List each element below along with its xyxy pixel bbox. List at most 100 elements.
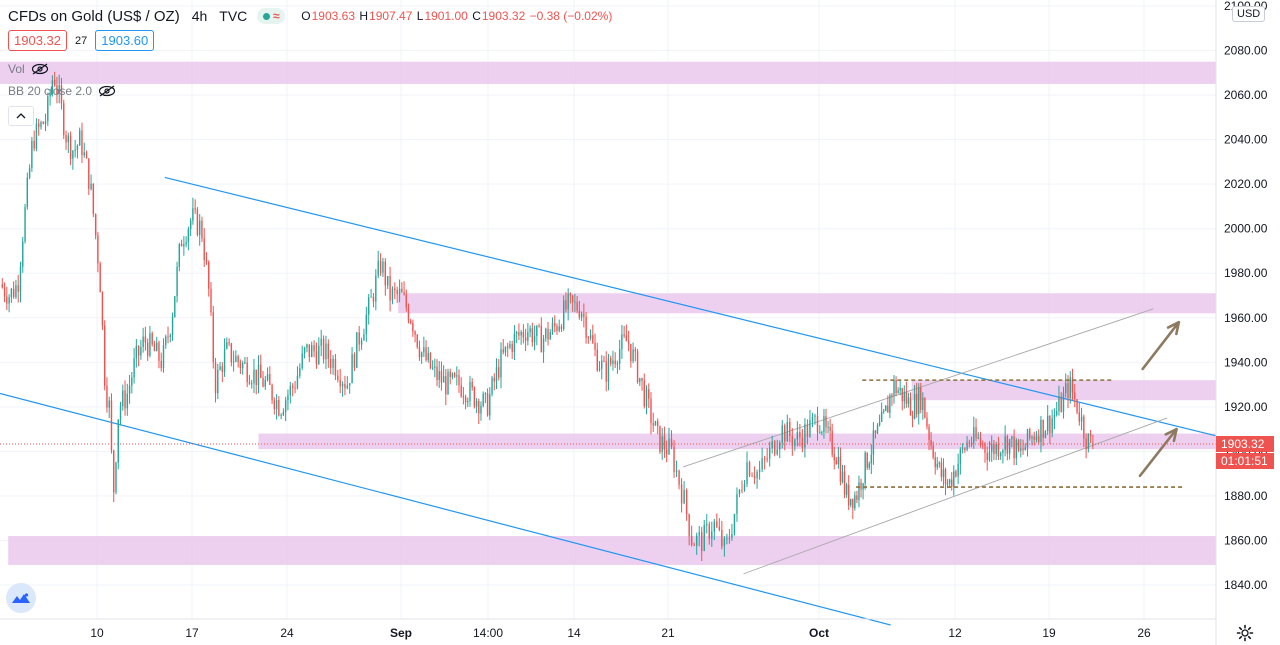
candle-body bbox=[545, 328, 547, 339]
collapse-legend-button[interactable] bbox=[8, 106, 34, 126]
candle-body bbox=[429, 352, 432, 368]
candle-body bbox=[442, 376, 445, 383]
candle-body bbox=[693, 544, 695, 546]
candle-body bbox=[502, 349, 504, 353]
candle-body bbox=[799, 431, 801, 438]
interval-label[interactable]: 4h bbox=[191, 8, 208, 24]
candle-body bbox=[618, 348, 621, 364]
candle-body bbox=[970, 443, 973, 445]
candle-body bbox=[968, 442, 971, 444]
candle-body bbox=[306, 344, 308, 348]
candle-body bbox=[897, 390, 899, 393]
candle-body bbox=[103, 325, 106, 386]
candle-body bbox=[303, 347, 306, 354]
candle-body bbox=[63, 103, 65, 136]
candle-body bbox=[511, 344, 513, 352]
candle-body bbox=[251, 383, 253, 385]
bollinger-indicator-legend[interactable]: BB 20 close 2.0 bbox=[8, 84, 116, 98]
hidden-eye-icon[interactable] bbox=[98, 85, 116, 97]
candle-body bbox=[140, 347, 142, 356]
candle-body bbox=[536, 325, 538, 337]
candle-body bbox=[353, 354, 356, 368]
candle-body bbox=[1, 284, 3, 288]
candle-body bbox=[1080, 416, 1083, 422]
time-tick-label: 19 bbox=[1042, 626, 1056, 640]
candle-body bbox=[351, 354, 353, 384]
price-tick-label: 1840.00 bbox=[1224, 578, 1268, 592]
candle-body bbox=[713, 521, 716, 532]
candle-body bbox=[743, 483, 746, 491]
candle-body bbox=[262, 377, 264, 387]
candle-body bbox=[38, 123, 40, 128]
candle-body bbox=[801, 437, 804, 448]
candle-body bbox=[889, 395, 891, 413]
candle-body bbox=[990, 444, 993, 453]
candle-body bbox=[122, 390, 124, 406]
time-tick-label: 14:00 bbox=[473, 626, 503, 640]
candle-body bbox=[558, 326, 560, 331]
candle-body bbox=[648, 389, 650, 399]
price-zone bbox=[398, 293, 1216, 314]
currency-badge[interactable]: USD bbox=[1232, 6, 1266, 22]
candle-body bbox=[758, 469, 761, 472]
price-tick-label: 1940.00 bbox=[1224, 355, 1268, 369]
candle-body bbox=[641, 377, 643, 381]
candle-body bbox=[746, 462, 748, 484]
time-tick-label: 21 bbox=[661, 626, 675, 640]
candle-body bbox=[789, 422, 791, 436]
change-value: −0.38 (−0.02%) bbox=[529, 9, 613, 23]
candle-body bbox=[866, 452, 868, 468]
candle-body bbox=[275, 400, 278, 410]
candle-body bbox=[542, 338, 545, 353]
candle-body bbox=[589, 335, 592, 339]
candle-body bbox=[1015, 439, 1018, 459]
candle-body bbox=[119, 405, 122, 420]
candle-body bbox=[950, 479, 953, 487]
candle-body bbox=[44, 121, 47, 124]
candle-body bbox=[176, 266, 178, 297]
candle-body bbox=[856, 495, 858, 500]
candle-body bbox=[1042, 419, 1044, 438]
candle-body bbox=[663, 436, 666, 450]
candle-body bbox=[571, 295, 574, 302]
candle-body bbox=[22, 241, 24, 267]
settings-gear-icon[interactable] bbox=[1236, 624, 1254, 642]
candle-body bbox=[1006, 436, 1009, 454]
candle-body bbox=[53, 80, 56, 86]
candle-body bbox=[607, 358, 610, 382]
candle-body bbox=[718, 526, 721, 530]
candle-body bbox=[203, 238, 205, 261]
candle-body bbox=[993, 444, 995, 455]
candle-body bbox=[377, 260, 379, 276]
candle-body bbox=[135, 346, 138, 359]
candle-body bbox=[621, 334, 623, 349]
candle-body bbox=[462, 396, 465, 398]
candle-body bbox=[982, 443, 984, 445]
candle-body bbox=[403, 292, 405, 295]
candle-body bbox=[920, 387, 922, 410]
candle-body bbox=[398, 288, 401, 294]
candle-body bbox=[301, 353, 303, 368]
candle-body bbox=[33, 140, 35, 149]
buy-price-button[interactable]: 1903.60 bbox=[95, 30, 155, 51]
tradingview-logo-icon[interactable] bbox=[6, 583, 36, 613]
candle-body bbox=[518, 332, 520, 336]
candle-body bbox=[367, 297, 370, 315]
candle-body bbox=[858, 482, 860, 500]
candle-body bbox=[731, 533, 733, 539]
volume-indicator-legend[interactable]: Vol bbox=[8, 62, 49, 76]
candle-body bbox=[678, 470, 680, 485]
candle-body bbox=[334, 358, 337, 376]
market-status-icon[interactable]: ≈ bbox=[257, 8, 286, 24]
candle-body bbox=[69, 135, 72, 159]
candle-body bbox=[675, 470, 678, 472]
hidden-eye-icon[interactable] bbox=[31, 63, 49, 75]
candle-body bbox=[255, 369, 257, 385]
candle-body bbox=[495, 367, 498, 382]
symbol-title[interactable]: CFDs on Gold (US$ / OZ) bbox=[8, 7, 180, 25]
candle-body bbox=[294, 387, 296, 389]
candle-body bbox=[771, 441, 773, 448]
sell-price-button[interactable]: 1903.32 bbox=[8, 30, 67, 51]
candle-body bbox=[1002, 450, 1004, 454]
